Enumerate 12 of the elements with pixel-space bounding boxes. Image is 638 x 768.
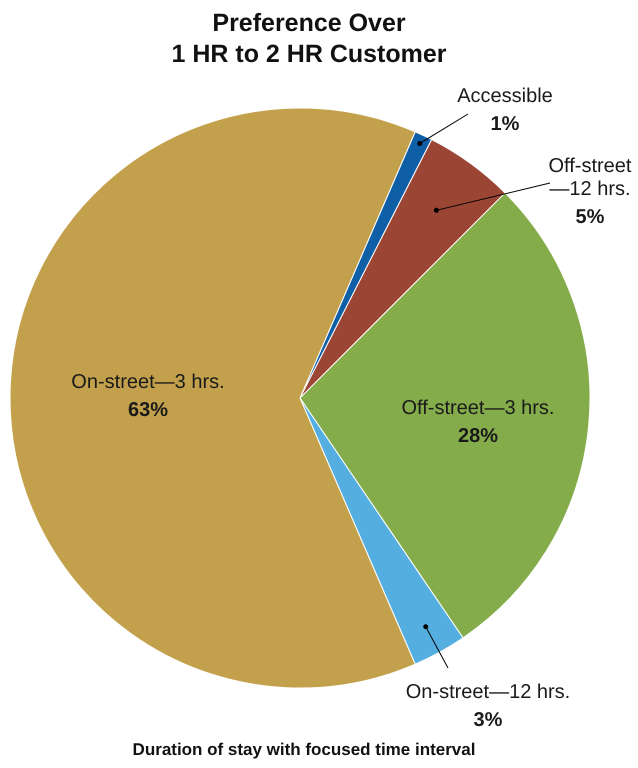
text: Duration of stay with focused time interval <box>132 740 476 759</box>
slice-label: Accessible <box>457 85 553 107</box>
data-label: 3% <box>474 709 503 731</box>
data-label: 28% <box>458 425 498 447</box>
slice-label: On-street—12 hrs. <box>406 681 570 703</box>
slice-label: Off-street—3 hrs. <box>401 397 555 419</box>
slice-label: Off-street—12 hrs. <box>548 155 632 200</box>
chart-title: Preference Over 1 HR to 2 HR Customer <box>171 9 447 68</box>
data-label: 5% <box>576 206 605 228</box>
data-label: 1% <box>490 113 520 135</box>
slice-label: On-street—3 hrs. <box>71 371 225 393</box>
data-label: 63% <box>128 399 168 421</box>
